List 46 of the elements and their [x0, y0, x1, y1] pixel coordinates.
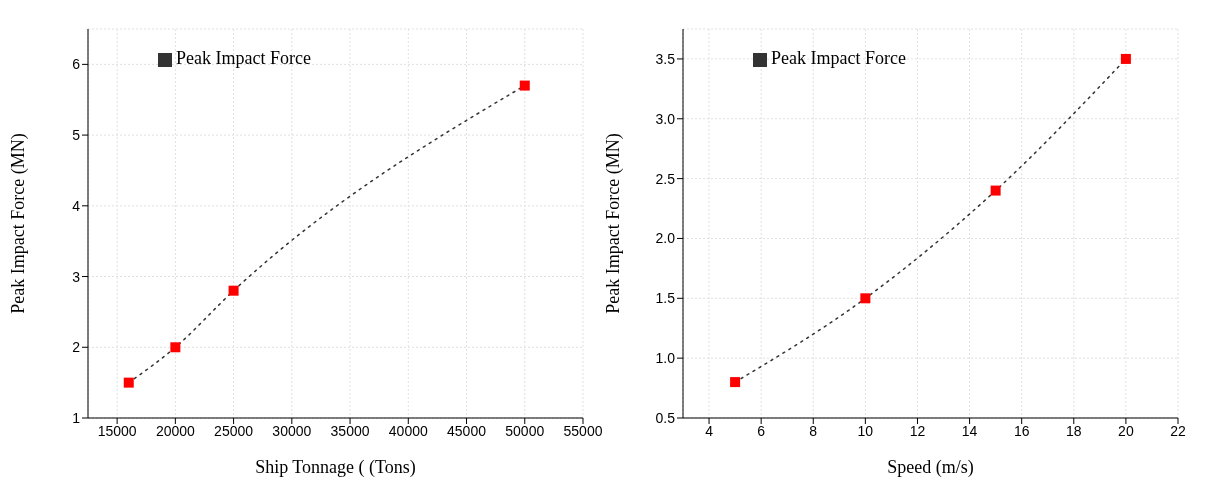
point	[123, 377, 134, 388]
y-axis-title: Peak Impact Force (MN)	[603, 133, 625, 314]
y-tick-label: 0.5	[655, 409, 676, 426]
x-tick-label: 10	[857, 422, 874, 439]
y-tick-label: 3.0	[655, 110, 676, 127]
x-tick-label: 4	[705, 422, 714, 439]
x-axis-title: Speed (m/s)	[887, 457, 974, 478]
x-tick-label: 20000	[155, 422, 196, 439]
x-tick-label: 55000	[563, 422, 603, 439]
y-tick-label: 4	[72, 197, 81, 214]
x-tick-label: 14	[961, 422, 978, 439]
x-tick-label: 6	[757, 422, 766, 439]
x-tick-label: 12	[909, 422, 926, 439]
y-tick-label: 1.0	[655, 350, 676, 367]
y-axis-title: Peak Impact Force (MN)	[8, 133, 30, 314]
y-tick-label: 3	[72, 268, 81, 285]
point	[519, 80, 530, 91]
legend-label: Peak Impact Force	[771, 48, 906, 68]
y-tick-label: 3.5	[655, 50, 676, 67]
x-tick-label: 8	[809, 422, 818, 439]
y-tick-label: 2.0	[655, 230, 676, 247]
x-tick-label: 35000	[330, 422, 370, 439]
point	[1120, 53, 1131, 64]
x-tick-label: 45000	[447, 422, 487, 439]
y-tick-label: 1.5	[655, 290, 676, 307]
x-tick-label: 16	[1013, 422, 1030, 439]
point	[228, 285, 239, 296]
x-tick-label: 18	[1066, 422, 1082, 439]
y-tick-label: 2	[72, 339, 81, 356]
x-tick-label: 50000	[505, 422, 545, 439]
point	[990, 185, 1001, 196]
x-tick-label: 40000	[388, 422, 428, 439]
x-tick-label: 15000	[97, 422, 137, 439]
y-tick-label: 2.5	[655, 170, 676, 187]
point	[730, 377, 741, 388]
x-tick-label: 20	[1118, 422, 1134, 439]
x-axis-title: Ship Tonnage ( (Tons)	[255, 457, 416, 478]
point	[170, 342, 181, 353]
legend-label: Peak Impact Force	[176, 48, 311, 68]
x-tick-label: 22	[1170, 422, 1186, 439]
y-tick-label: 6	[72, 56, 81, 73]
x-tick-label: 25000	[214, 422, 254, 439]
point	[860, 293, 871, 304]
y-tick-label: 5	[72, 127, 81, 144]
y-tick-label: 1	[72, 409, 81, 426]
x-tick-label: 30000	[272, 422, 312, 439]
